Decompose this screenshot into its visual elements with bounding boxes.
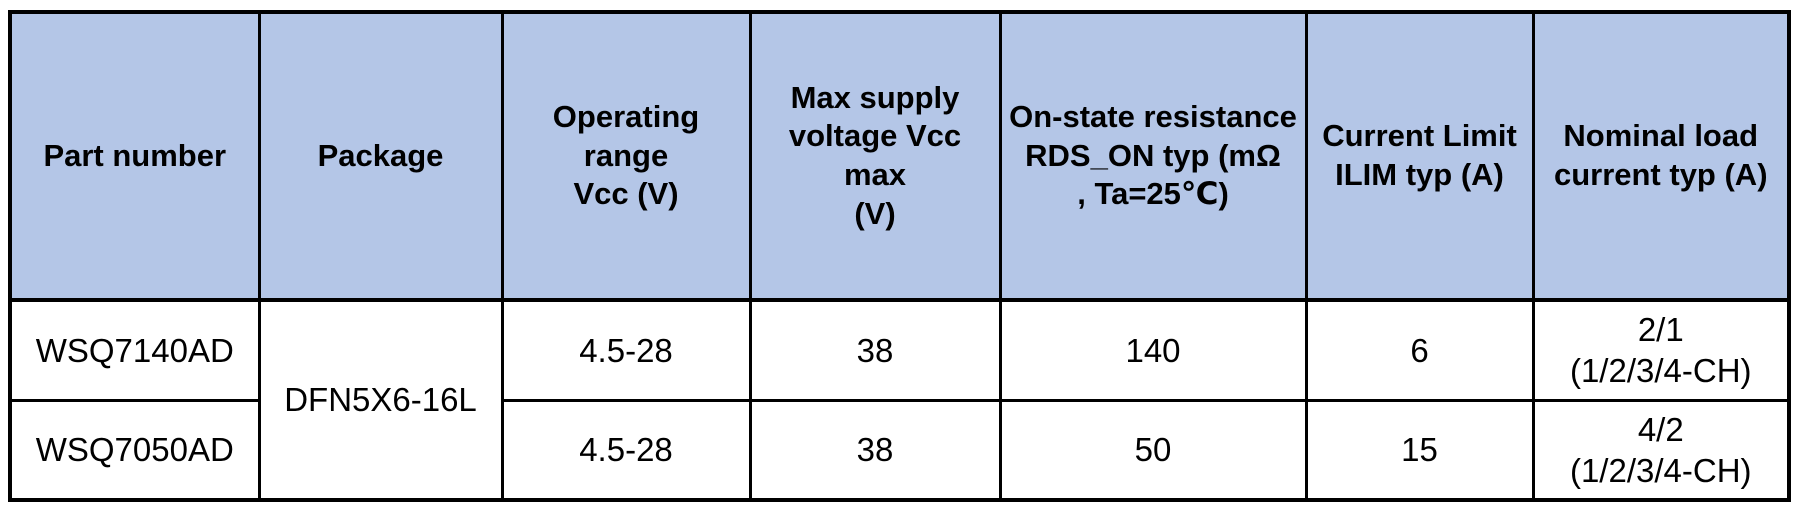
cell-current-limit: 6 bbox=[1304, 298, 1535, 402]
column-header-part-number: Part number bbox=[8, 10, 261, 302]
cell-current-limit: 15 bbox=[1304, 398, 1535, 502]
cell-rds-on: 50 bbox=[998, 398, 1308, 502]
column-header-nominal-load-current: Nominal load current typ (A) bbox=[1531, 10, 1791, 302]
cell-operating-range: 4.5-28 bbox=[500, 298, 752, 402]
product-spec-table: Part number Package Operating range Vcc … bbox=[8, 10, 1791, 502]
column-header-package: Package bbox=[257, 10, 504, 302]
table-row-wsq7050ad: WSQ7050AD 4.5-28 38 50 15 4/2 (1/2/3/4-C… bbox=[8, 398, 1791, 502]
column-header-current-limit: Current Limit ILIM typ (A) bbox=[1304, 10, 1535, 302]
column-header-max-supply-voltage: Max supply voltage Vcc max (V) bbox=[748, 10, 1002, 302]
column-header-on-state-resistance: On-state resistance RDS_ON typ (mΩ , Ta=… bbox=[998, 10, 1308, 302]
table-body: WSQ7140AD DFN5X6-16L 4.5-28 38 140 6 2/1… bbox=[8, 298, 1791, 502]
table-header: Part number Package Operating range Vcc … bbox=[8, 10, 1791, 302]
cell-rds-on: 140 bbox=[998, 298, 1308, 402]
cell-operating-range: 4.5-28 bbox=[500, 398, 752, 502]
cell-nominal-load-current: 4/2 (1/2/3/4-CH) bbox=[1531, 398, 1791, 502]
cell-max-supply-voltage: 38 bbox=[748, 398, 1002, 502]
cell-part-number: WSQ7050AD bbox=[8, 398, 261, 502]
column-header-operating-range: Operating range Vcc (V) bbox=[500, 10, 752, 302]
cell-part-number: WSQ7140AD bbox=[8, 298, 261, 402]
header-row: Part number Package Operating range Vcc … bbox=[8, 10, 1791, 302]
table-row-wsq7140ad: WSQ7140AD DFN5X6-16L 4.5-28 38 140 6 2/1… bbox=[8, 298, 1791, 502]
cell-nominal-load-current: 2/1 (1/2/3/4-CH) bbox=[1531, 298, 1791, 402]
cell-max-supply-voltage: 38 bbox=[748, 298, 1002, 402]
cell-package-merged: DFN5X6-16L bbox=[257, 298, 504, 502]
